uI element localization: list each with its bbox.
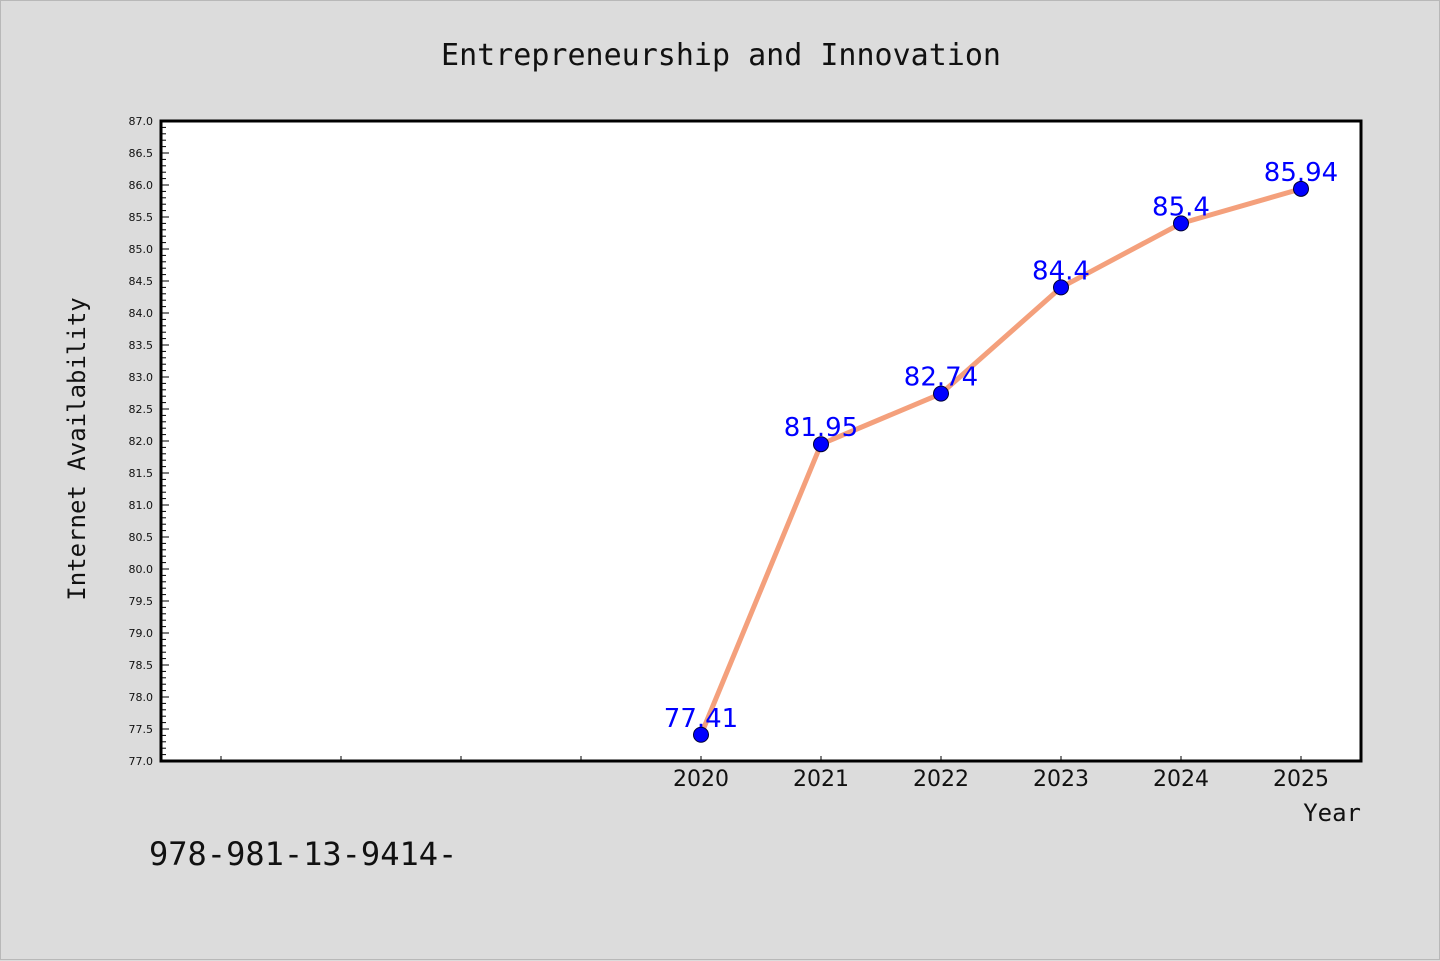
y-tick-label: 84.5 — [129, 275, 154, 288]
data-label: 85.94 — [1264, 158, 1338, 188]
y-tick-label: 77.0 — [129, 755, 154, 768]
x-tick-label: 2025 — [1273, 767, 1329, 792]
y-tick-label: 83.5 — [129, 339, 154, 352]
y-tick-label: 85.0 — [129, 243, 154, 256]
data-label: 82.74 — [904, 363, 978, 393]
y-tick-label: 86.5 — [129, 147, 154, 160]
data-point — [693, 726, 709, 743]
footer-code: 978-981-13-9414- — [149, 835, 457, 873]
chart-title: Entrepreneurship and Innovation — [441, 38, 1001, 73]
y-tick-label: 81.5 — [129, 467, 154, 480]
plot-area — [161, 121, 1361, 761]
data-point — [1173, 215, 1189, 232]
x-tick-label: 2023 — [1033, 767, 1089, 792]
x-tick-label: 2024 — [1153, 767, 1209, 792]
y-tick-label: 82.5 — [129, 403, 154, 416]
x-axis: 2020 2021 2022 2023 2024 2025 — [220, 756, 1329, 792]
y-tick-label: 81.0 — [129, 499, 154, 512]
y-tick-label: 84.0 — [129, 307, 154, 320]
series-layer: 77.41 81.95 82.74 84.4 85.4 85.94 — [664, 158, 1338, 743]
y-tick-label: 85.5 — [129, 211, 154, 224]
y-tick-label: 78.5 — [129, 659, 154, 672]
y-axis-label: Internet Availability — [63, 297, 91, 600]
data-point — [1293, 180, 1309, 197]
plot-frame — [159, 119, 1363, 763]
y-tick-label: 87.0 — [129, 115, 154, 128]
y-tick-label: 77.5 — [129, 723, 154, 736]
data-label: 84.4 — [1032, 256, 1090, 286]
y-tick-label: 78.0 — [129, 691, 154, 704]
x-axis-label: Year — [1303, 799, 1361, 827]
data-label: 81.95 — [784, 413, 858, 443]
data-label: 85.4 — [1152, 192, 1210, 222]
y-tick-label: 80.5 — [129, 531, 154, 544]
y-tick-label: 79.5 — [129, 595, 154, 608]
y-tick-label: 83.0 — [129, 371, 154, 384]
y-axis: 77.0 77.5 78.0 78.5 79.0 79.5 80.0 80.5 81.0 81.5… — [129, 115, 169, 768]
x-tick-label: 2022 — [913, 767, 969, 792]
y-tick-label: 80.0 — [129, 563, 154, 576]
data-label: 77.41 — [664, 704, 738, 734]
series-line — [698, 186, 1304, 738]
data-point — [1053, 279, 1069, 296]
x-tick-label: 2020 — [673, 767, 729, 792]
data-point — [933, 385, 949, 402]
y-tick-label: 79.0 — [129, 627, 154, 640]
y-tick-label: 82.0 — [129, 435, 154, 448]
x-tick-label: 2021 — [793, 767, 849, 792]
data-point — [813, 436, 829, 453]
y-tick-label: 86.0 — [129, 179, 154, 192]
